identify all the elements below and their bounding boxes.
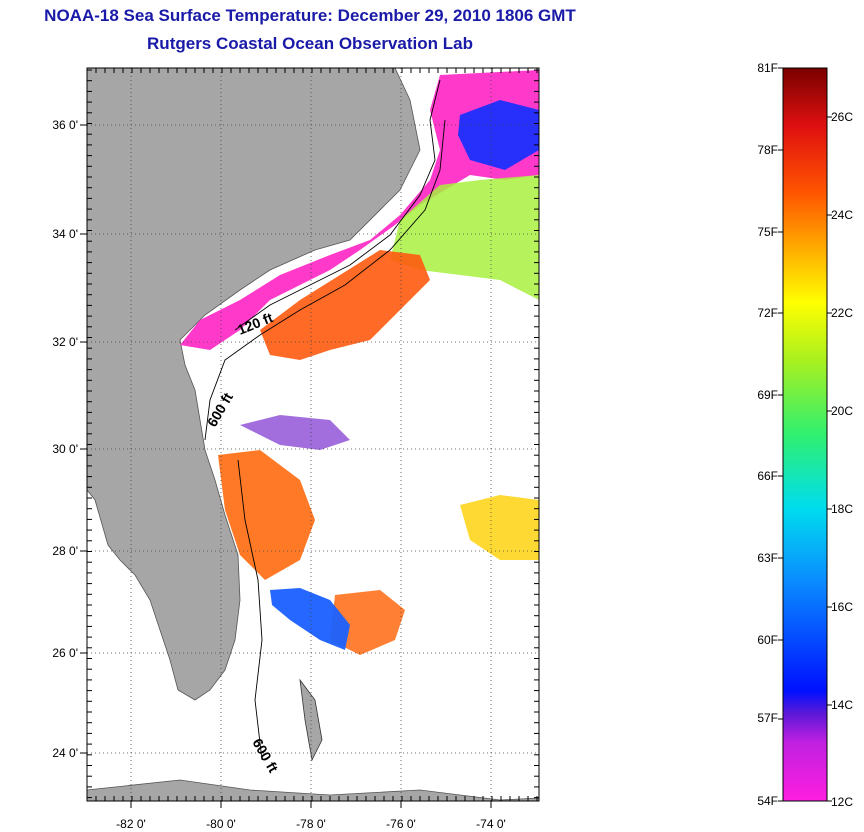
cb-c-label: 18C (831, 502, 853, 516)
lat-tick-label: 36 0' (52, 118, 78, 132)
cuba-land (87, 779, 539, 801)
latitude-axis: 36 0' 34 0' 32 0' 30 0' 28 0' 26 0' 24 0… (52, 118, 78, 760)
cb-c-label: 16C (831, 600, 853, 614)
colorbar-fahrenheit-labels: 81F 78F 75F 72F 69F 66F 63F 60F 57F 54F (757, 61, 778, 808)
cb-f-label: 57F (757, 711, 778, 725)
sst-cold-band (180, 70, 539, 350)
lon-tick-label: -80 0' (206, 817, 236, 831)
isobath-600ft (204, 119, 446, 441)
lon-tick-label: -74 0' (476, 817, 506, 831)
cb-c-label: 22C (831, 306, 853, 320)
cb-c-label: 20C (831, 404, 853, 418)
cb-c-label: 12C (831, 795, 853, 809)
cb-f-label: 78F (757, 143, 778, 157)
cb-f-label: 66F (757, 469, 778, 483)
lat-tick-label: 34 0' (52, 227, 78, 241)
cb-f-label: 75F (757, 225, 778, 239)
grid-lines (87, 68, 539, 801)
cb-f-label: 81F (757, 61, 778, 75)
map-frame (86, 67, 540, 802)
cb-f-label: 60F (757, 633, 778, 647)
longitude-axis: -82 0' -80 0' -78 0' -76 0' -74 0' (116, 817, 506, 831)
lat-tick-label: 28 0' (52, 544, 78, 558)
map-title: NOAA-18 Sea Surface Temperature: Decembe… (44, 6, 576, 25)
sst-orange-south (330, 590, 405, 655)
cb-c-label: 14C (831, 698, 853, 712)
cb-f-label: 69F (757, 388, 778, 402)
isobath-120ft (234, 79, 441, 331)
lat-tick-label: 32 0' (52, 335, 78, 349)
colorbar (782, 67, 828, 802)
sst-yellow-patch (460, 495, 539, 560)
sst-purple-patch (240, 415, 350, 450)
axis-ticks (80, 68, 539, 808)
map-subtitle: Rutgers Coastal Ocean Observation Lab (147, 34, 473, 53)
cb-c-label: 24C (831, 208, 853, 222)
lon-tick-label: -76 0' (386, 817, 416, 831)
lat-tick-label: 26 0' (52, 646, 78, 660)
sst-mid-band (390, 175, 539, 300)
isobath-florida (237, 459, 263, 761)
cb-f-label: 54F (757, 794, 778, 808)
colorbar-ticks (778, 67, 832, 802)
lon-tick-label: -82 0' (116, 817, 146, 831)
land-mass (87, 68, 421, 701)
lat-tick-label: 24 0' (52, 746, 78, 760)
sst-warm-patch (218, 450, 315, 580)
sst-cold-eddy (458, 100, 539, 170)
cb-f-label: 63F (757, 551, 778, 565)
lon-tick-label: -78 0' (296, 817, 326, 831)
sst-gulf-stream (260, 250, 430, 360)
cb-c-label: 26C (831, 110, 853, 124)
sst-blue-bank (270, 588, 350, 650)
cb-f-label: 72F (757, 306, 778, 320)
colorbar-celsius-labels: 26C 24C 22C 20C 18C 16C 14C 12C (831, 110, 853, 809)
lat-tick-label: 30 0' (52, 442, 78, 456)
